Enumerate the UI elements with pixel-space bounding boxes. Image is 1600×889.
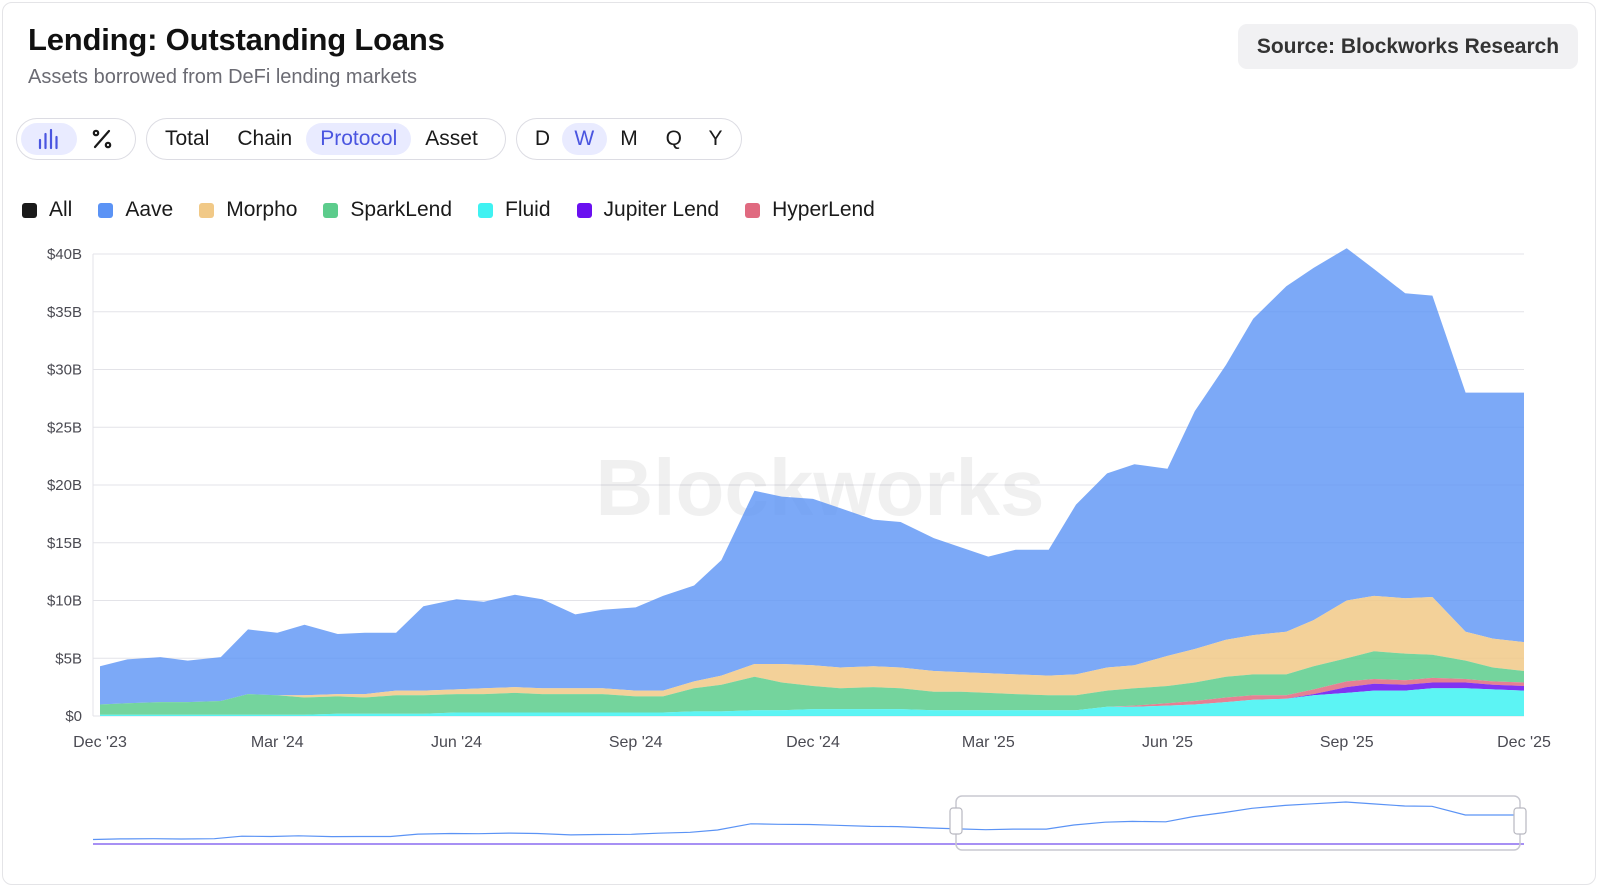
legend-swatch (745, 202, 761, 218)
area-aave[interactable] (100, 248, 1524, 705)
legend-item-morpho[interactable]: Morpho (199, 198, 297, 222)
navigator-series-line (92, 801, 1524, 841)
legend-item-hyperlend[interactable]: HyperLend (745, 198, 875, 222)
y-tick-label: $15B (47, 535, 82, 552)
y-tick-label: $30B (47, 362, 82, 379)
x-tick-label: Sep '25 (1320, 734, 1374, 751)
interval-day[interactable]: D (534, 127, 551, 150)
legend-label: SparkLend (350, 198, 452, 221)
legend-swatch (576, 202, 592, 218)
interval-year[interactable]: Y (708, 127, 723, 150)
x-tick-label: Dec '25 (1497, 734, 1551, 751)
x-tick-label: Jun '25 (1142, 734, 1193, 751)
legend-item-jupiter-lend[interactable]: Jupiter Lend (576, 198, 720, 222)
legend-label: Jupiter Lend (603, 198, 720, 221)
page-title: Lending: Outstanding Loans (28, 22, 445, 57)
breakdown-group: Total Chain Protocol Asset (146, 118, 506, 160)
y-tick-label: $25B (47, 419, 82, 436)
legend-swatch (323, 202, 339, 218)
y-tick-label: $40B (47, 246, 82, 263)
tab-chain[interactable]: Chain (237, 127, 293, 150)
area-fluid[interactable] (100, 688, 1524, 716)
legend-swatch (478, 202, 493, 218)
y-tick-label: $10B (47, 593, 82, 610)
tab-total[interactable]: Total (165, 127, 210, 150)
area-sparklend[interactable] (100, 651, 1524, 715)
area-hyperlend[interactable] (100, 677, 1524, 715)
interval-quarter[interactable]: Q (665, 127, 682, 150)
bar-chart-view-button[interactable] (21, 123, 77, 155)
interval-month[interactable]: M (620, 127, 638, 150)
legend-label: Morpho (226, 198, 298, 221)
percent-icon (92, 129, 112, 149)
y-tick-label: $5B (55, 650, 82, 667)
area-jupiter-lend[interactable] (100, 682, 1524, 715)
bar-chart-icon (38, 128, 58, 150)
x-tick-label: Sep '24 (609, 734, 663, 751)
area-series (100, 248, 1524, 716)
legend-item-all[interactable]: All (22, 198, 72, 222)
interval-week[interactable]: W (561, 123, 607, 155)
tab-asset[interactable]: Asset (425, 127, 478, 150)
legend-swatch (199, 202, 215, 218)
legend-label: Fluid (505, 198, 551, 221)
range-navigator[interactable] (92, 795, 1527, 851)
y-tick-label: $20B (47, 477, 82, 494)
x-tick-label: Dec '24 (786, 734, 840, 751)
y-tick-label: $0 (65, 708, 82, 725)
x-tick-label: Jun '24 (431, 734, 482, 751)
legend-swatch (98, 202, 114, 218)
legend-item-aave[interactable]: Aave (98, 198, 173, 222)
legend-label: HyperLend (772, 198, 875, 221)
legend-label: All (49, 198, 73, 221)
legend-swatch (22, 202, 37, 218)
navigator-selection[interactable] (955, 795, 1521, 851)
legend-label: Aave (125, 198, 174, 221)
y-tick-label: $35B (47, 304, 82, 321)
x-tick-label: Mar '25 (962, 734, 1015, 751)
x-tick-label: Mar '24 (251, 734, 304, 751)
page-subtitle: Assets borrowed from DeFi lending market… (28, 66, 418, 88)
interval-group: D W M Q Y (516, 118, 742, 160)
source-badge: Source: Blockworks Research (1238, 24, 1578, 69)
navigator-handle-left[interactable] (949, 807, 963, 835)
legend-item-sparklend[interactable]: SparkLend (323, 198, 452, 222)
tab-protocol[interactable]: Protocol (306, 123, 412, 155)
navigator-handle-right[interactable] (1513, 807, 1527, 835)
percent-view-button[interactable] (77, 123, 127, 155)
legend: All Aave Morpho SparkLend Fluid Jupiter … (22, 198, 901, 222)
area-morpho[interactable] (100, 595, 1524, 705)
axis-labels: $0 $5B $10B $15B $20B $25B $30B $35B $40B Dec '23… (47, 246, 1551, 751)
legend-item-fluid[interactable]: Fluid (478, 198, 551, 222)
view-toggle-group (16, 118, 136, 160)
x-tick-label: Dec '23 (73, 734, 127, 751)
